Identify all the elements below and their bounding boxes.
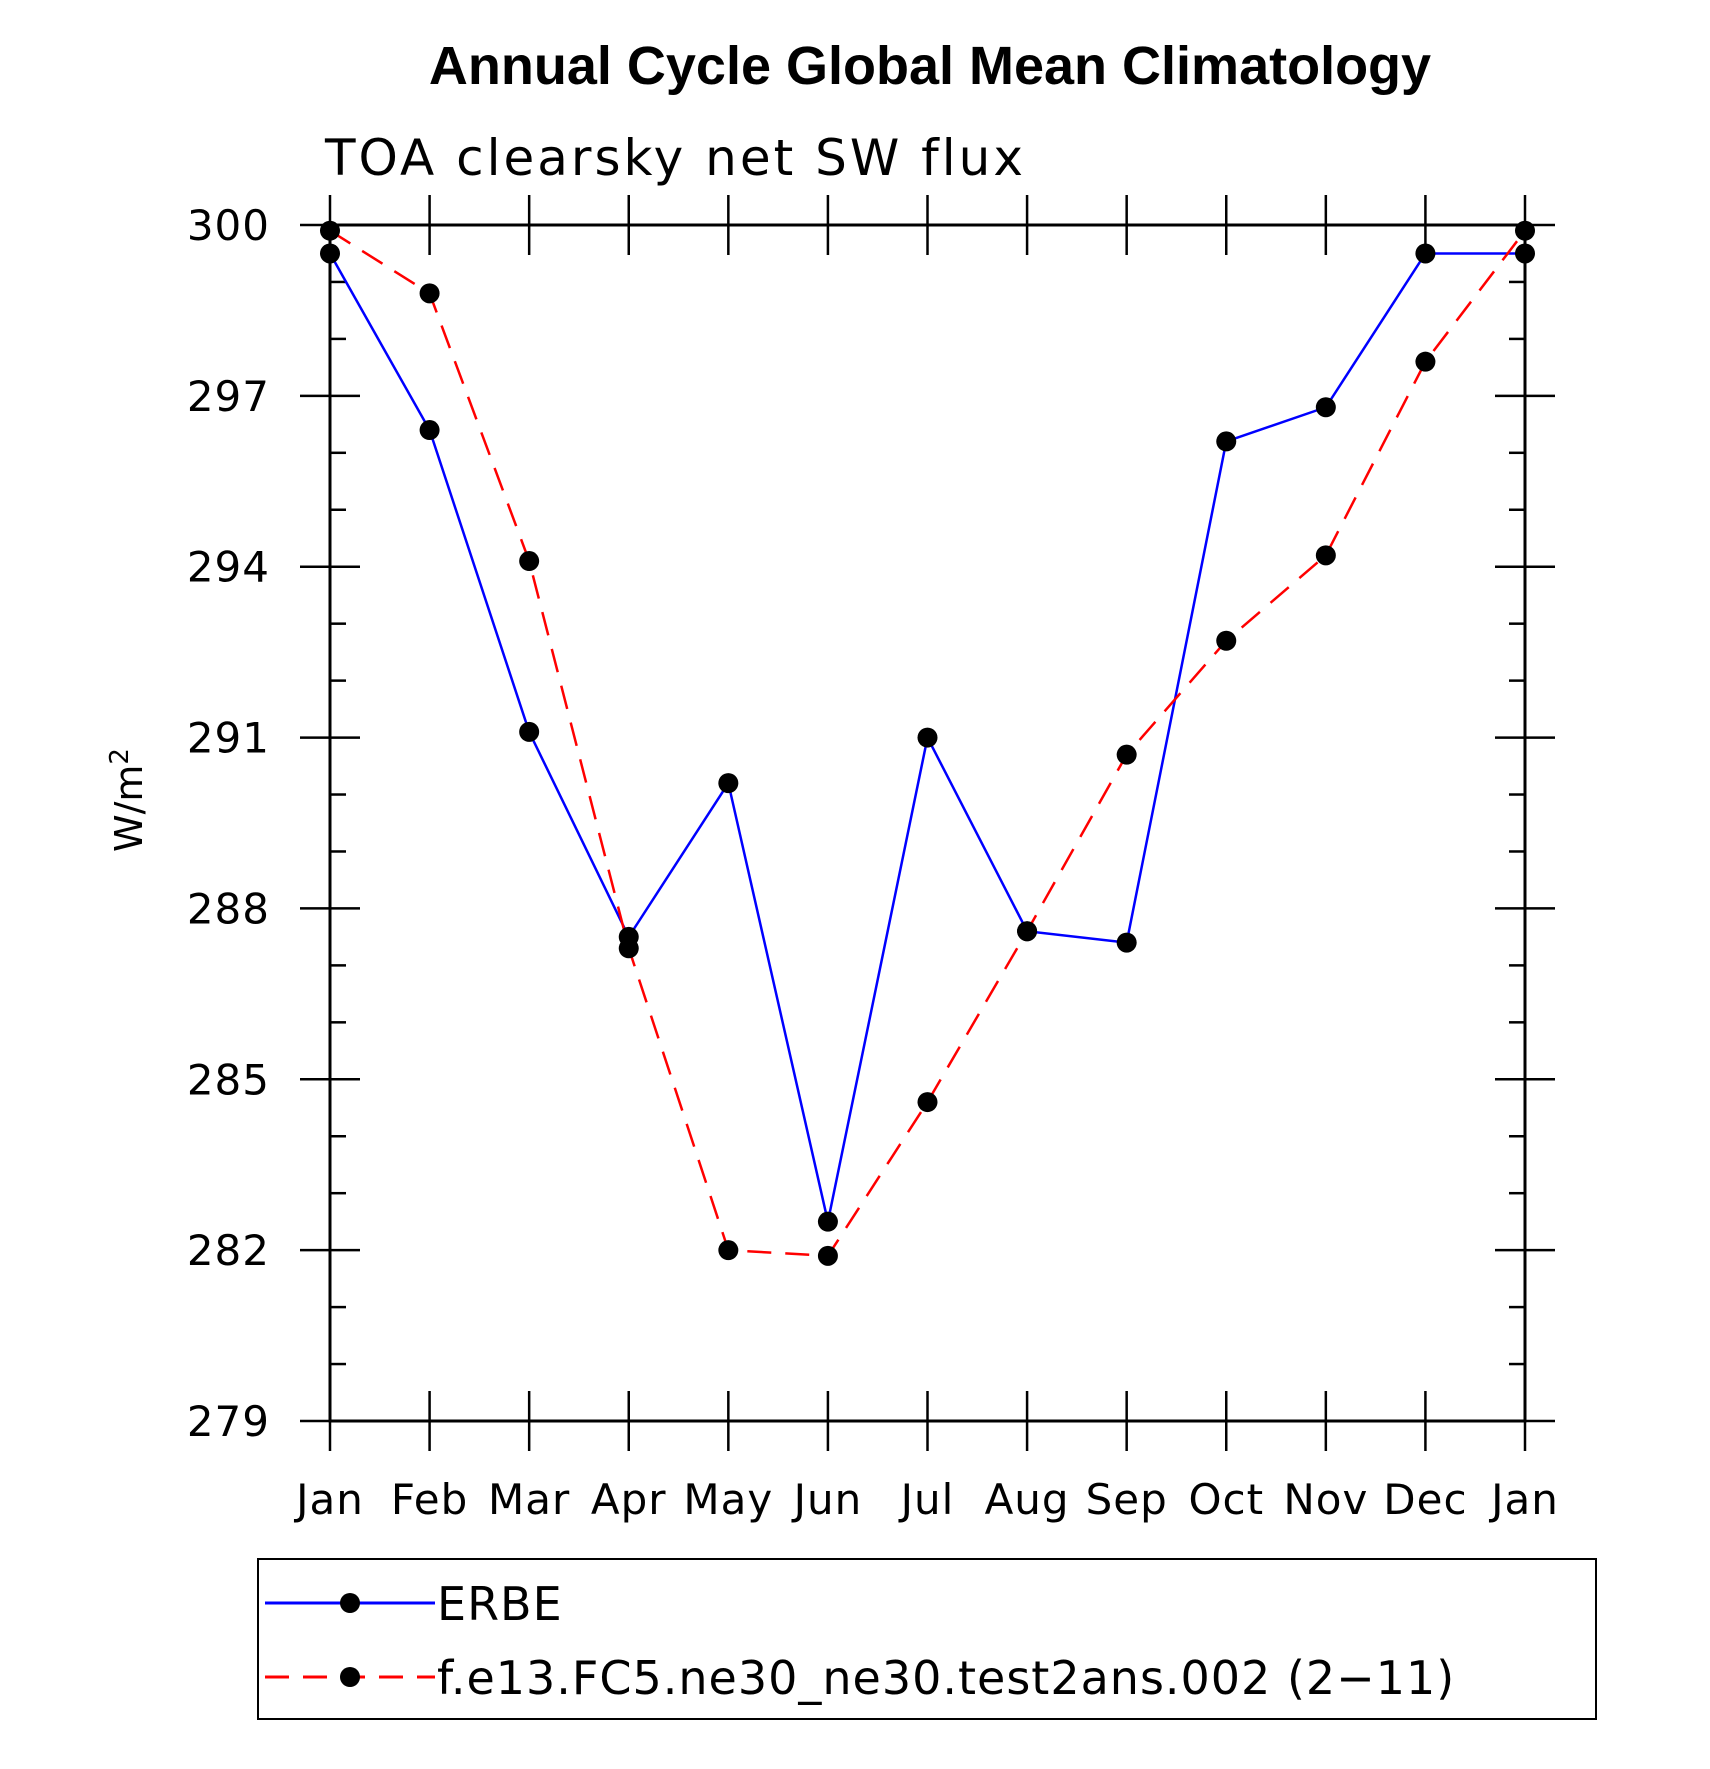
series-1-point xyxy=(419,283,440,304)
y-tick-labels: 279 282 285 288 291 294 297 300 xyxy=(187,201,270,1446)
y-tick-label: 291 xyxy=(187,714,270,763)
series-1-point xyxy=(320,220,340,241)
series-1-point xyxy=(817,1245,838,1266)
y-tick-label: 300 xyxy=(187,201,270,250)
axis-ticks xyxy=(300,195,1555,1451)
series-0-point xyxy=(519,721,540,742)
legend-marker-model xyxy=(340,1667,360,1687)
series-0-point xyxy=(419,420,440,441)
series-0-point xyxy=(718,773,739,794)
x-tick-label: Oct xyxy=(1188,1475,1264,1524)
x-tick-labels: Jan Feb Mar Apr May Jun Jul Aug Sep Oct Nov Dec Jan xyxy=(293,1475,1559,1524)
legend-label-model: f.e13.FC5.ne30_ne30.test2ans.002 (2−11) xyxy=(437,1651,1455,1705)
series-0-point xyxy=(1515,243,1535,264)
y-tick-label: 294 xyxy=(187,543,270,592)
series-1-point xyxy=(519,551,540,572)
series-1-point xyxy=(718,1240,739,1261)
y-tick-label: 282 xyxy=(187,1226,270,1275)
x-tick-label: Apr xyxy=(591,1475,667,1524)
x-tick-label: Jan xyxy=(293,1475,364,1524)
legend-marker-erbe xyxy=(340,1593,360,1613)
legend: ERBE f.e13.FC5.ne30_ne30.test2ans.002 (2… xyxy=(257,1558,1597,1720)
series-0-point xyxy=(1415,243,1436,264)
series-1-point xyxy=(1315,545,1336,566)
x-tick-label: Dec xyxy=(1383,1475,1467,1524)
y-axis-label-superscript: 2 xyxy=(105,748,135,765)
y-axis-label: W/m2 xyxy=(105,748,151,852)
chart-subtitle: TOA clearsky net SW flux xyxy=(324,129,1026,187)
chart-title: Annual Cycle Global Mean Climatology xyxy=(429,36,1431,96)
x-tick-label: Nov xyxy=(1283,1475,1368,1524)
series-0-point xyxy=(917,727,938,748)
x-tick-label: Feb xyxy=(391,1475,468,1524)
y-axis-label-main: W/m xyxy=(107,765,151,852)
legend-box xyxy=(257,1558,1597,1720)
series-1-point xyxy=(1017,921,1038,942)
series-1-point xyxy=(1216,630,1237,651)
series-1-point xyxy=(1415,351,1436,372)
x-tick-label: Jan xyxy=(1488,1475,1559,1524)
y-tick-label: 285 xyxy=(187,1055,270,1104)
x-tick-label: Aug xyxy=(985,1475,1070,1524)
y-tick-label: 288 xyxy=(187,884,270,933)
x-tick-label: Mar xyxy=(488,1475,570,1524)
series-0-point xyxy=(1116,932,1137,953)
x-tick-label: Sep xyxy=(1086,1475,1168,1524)
series-0-point xyxy=(320,243,340,264)
series-1-point xyxy=(1116,744,1137,765)
y-tick-label: 297 xyxy=(187,372,270,421)
legend-label-erbe: ERBE xyxy=(437,1577,563,1631)
series-1-point xyxy=(618,938,639,959)
series-0-point xyxy=(817,1211,838,1232)
series-0-point xyxy=(1216,431,1237,452)
series-layer xyxy=(320,220,1535,1266)
plot-frame xyxy=(328,223,1527,1423)
x-tick-label: May xyxy=(683,1475,773,1524)
x-tick-label: Jul xyxy=(898,1475,955,1524)
series-0-point xyxy=(1315,397,1336,418)
series-1-point xyxy=(1515,220,1535,241)
series-1-point xyxy=(917,1092,938,1113)
x-tick-label: Jun xyxy=(791,1475,863,1524)
y-tick-label: 279 xyxy=(187,1397,270,1446)
